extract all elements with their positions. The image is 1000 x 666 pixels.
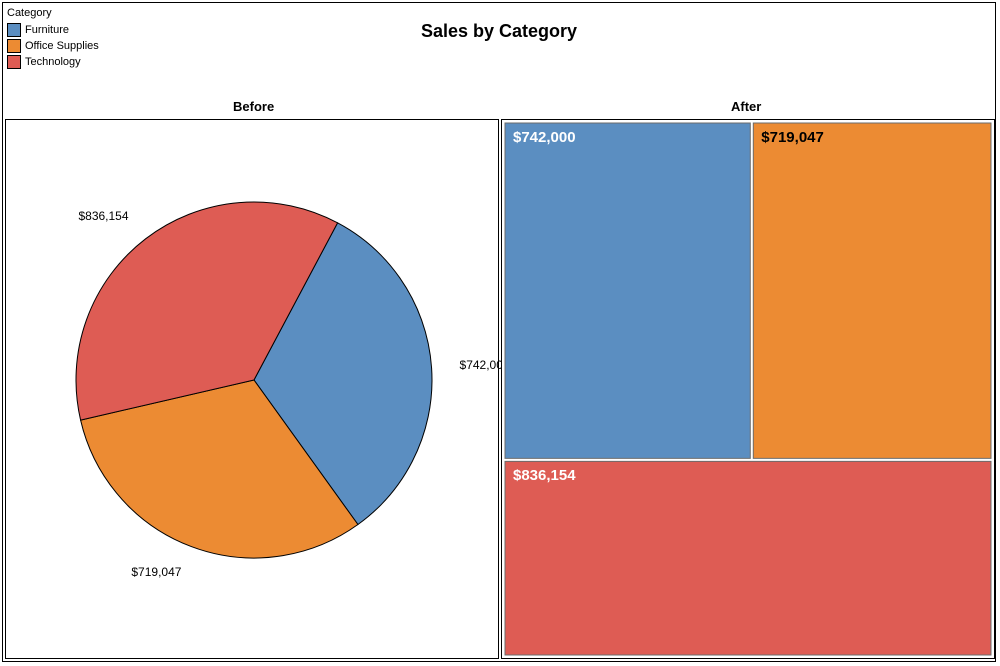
legend-item-technology: Technology <box>7 54 99 70</box>
treemap-label-technology: $836,154 <box>513 467 576 484</box>
before-panel: $742,000$719,047$836,154 <box>5 119 499 659</box>
treemap-cell-furniture <box>505 123 750 458</box>
chart-frame: Category Furniture Office Supplies Techn… <box>2 2 996 662</box>
after-panel: $742,000 $719,047 $836,154 <box>501 119 995 659</box>
legend-label: Technology <box>25 54 81 70</box>
after-subtitle: After <box>731 99 761 114</box>
treemap-label-furniture: $742,000 <box>513 129 576 146</box>
pie-label-office-supplies: $719,047 <box>121 565 181 579</box>
legend-title: Category <box>7 5 99 21</box>
legend-swatch-technology <box>7 55 21 69</box>
treemap-chart <box>502 120 996 660</box>
pie-chart <box>6 120 500 660</box>
before-subtitle: Before <box>233 99 274 114</box>
chart-title: Sales by Category <box>3 21 995 42</box>
treemap-label-office-supplies: $719,047 <box>761 129 824 146</box>
treemap-cell-technology <box>505 461 991 655</box>
treemap-cell-office-supplies <box>753 123 991 458</box>
pie-label-technology: $836,154 <box>69 209 129 223</box>
